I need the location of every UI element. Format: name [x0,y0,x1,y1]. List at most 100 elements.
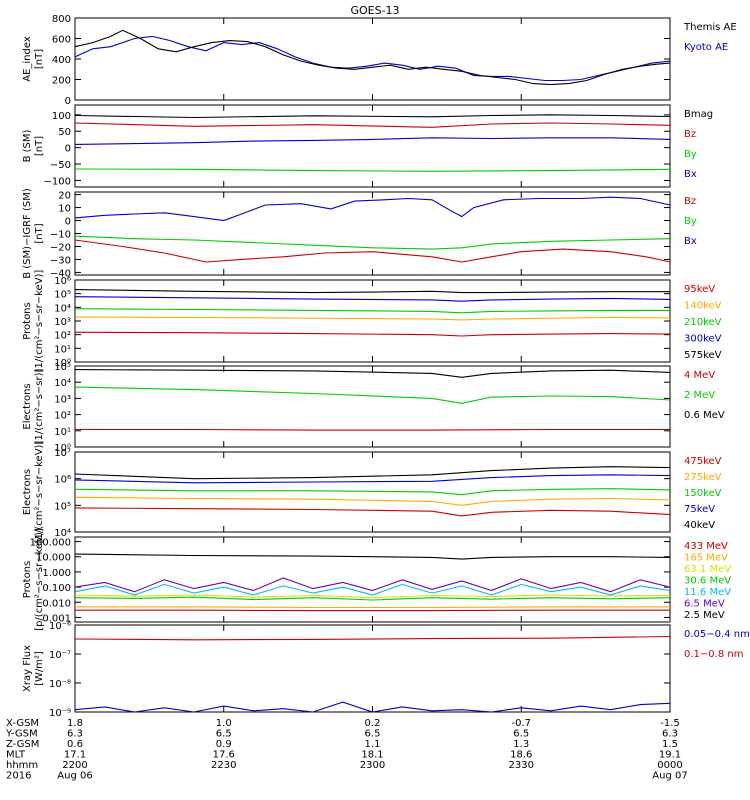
series-line-protons_mev-1 [74,296,671,302]
x-axis-value: -1.5 [660,718,680,729]
series-line-protons_mev-4 [74,331,671,337]
y-tick-label: 10⁻⁶ [49,621,71,632]
y-tick-label: 10.000 [36,553,71,564]
x-axis-value: -0.7 [511,718,531,729]
series-line-protons_mev-2 [74,308,670,314]
y-tick-label: 10⁴ [54,378,71,389]
x-axis-value: 0.6 [67,739,83,750]
y-tick-label: −30 [50,255,71,266]
panel-electrons_mev: 10⁰ 10¹ 10² 10³ 10⁴ 10⁵ Electrons [1/(cm²−s−sr)… [22,362,725,454]
legend-entry: 75keV [684,504,715,515]
x-axis-value: 6.3 [662,729,678,740]
y-tick-label: 10⁻⁸ [49,679,71,690]
panel-bigrf: −40 −30 −20−10 0 10 20 B (SM)−IGRF (SM) [nT] Bz B… [22,188,697,279]
series-line-xray-1 [74,701,671,713]
panel-bsm: −100 −50 0 50 100 B (SM) [nT] Bmag Bz By Bx [22,104,713,188]
y-axis-label: [nT] [34,49,45,69]
series-line-electrons_mev-0 [74,369,671,378]
legend-entry: 165 MeV [684,553,728,564]
legend-entry: 210keV [684,317,722,328]
y-tick-label: 10¹ [54,427,71,438]
legend-entry: Bz [684,129,696,140]
y-tick-label: 1.000 [42,568,71,579]
y-axis-label: [1/(cm²−s−sr)] [34,368,45,444]
series-line-electrons_kev-2 [74,488,671,496]
y-tick-label: 10⁵ [54,501,71,512]
legend-entry: Themis AE [683,22,737,33]
y-axis-label: [W/m²] [34,651,45,686]
y-tick-label: 200 [52,76,71,87]
y-tick-label: −50 [50,160,71,171]
series-line-protons_ev-3 [74,596,671,601]
y-tick-label: 10² [54,411,71,422]
panel-ae: 0 200 400 600 800 AE_index [nT] Themis AE Kyoto … [22,14,737,107]
series-line-protons_ev-5 [75,606,670,609]
x-axis-value: 2300 [360,760,385,771]
x-axis-value: 1.5 [662,739,678,750]
series-line-bsm-0 [74,137,671,145]
y-axis-label: B (SM) [22,129,33,162]
panel-protons_ev: 0.001 0.010 0.100 1.000 10.000 100.000 Protons… [22,528,731,631]
panel-frame [74,451,671,533]
y-tick-label: 10⁵ [54,290,71,301]
series-line-electrons_mev-1 [74,386,671,404]
y-tick-label: 600 [52,35,71,46]
x-axis-row-label: Y-GSM [5,729,38,740]
legend-entry: 95keV [684,284,715,295]
y-tick-label: 800 [52,14,71,25]
series-line-electrons_mev-2 [75,428,670,431]
y-tick-label: −40 [50,268,71,279]
panel-frame [74,365,671,448]
legend-entry: By [684,149,697,160]
y-tick-label: 0.001 [42,613,71,624]
legend-entry: 575keV [684,350,722,361]
y-tick-label: 10² [54,331,71,342]
legend-entry: 0.6 MeV [684,410,725,421]
x-axis-value: 1.0 [216,718,232,729]
legend-entry: Bx [684,169,697,180]
y-tick-label: 10⁻⁷ [49,650,71,661]
legend-entry: Bx [684,236,697,247]
y-tick-label: 0.010 [42,598,71,609]
legend-entry: 475keV [684,456,722,467]
y-tick-label: 10⁶ [54,276,71,287]
legend-entry: 433 MeV [684,541,728,552]
y-tick-label: 0 [65,96,71,107]
y-tick-label: 10⁰ [54,358,71,369]
legend-entry: Kyoto AE [684,42,728,53]
panel-frame [74,17,671,101]
x-axis-value: 6.5 [216,729,232,740]
series-line-ae-1 [74,29,671,86]
legend-entry: 150keV [684,488,722,499]
x-axis-value: 0000 [657,760,682,771]
y-axis-label: Electrons [22,383,33,429]
series-line-bsm-3 [74,114,671,119]
x-axis-value: 17.1 [64,750,86,761]
series-line-electrons_kev-1 [74,474,671,484]
y-tick-label: 10¹ [54,344,71,355]
y-axis-label: AE_index [22,36,33,82]
x-axis-row-label: MLT [6,750,26,761]
x-axis-value: 0.9 [216,739,232,750]
series-line-protons_ev-1 [74,577,671,593]
y-tick-label: 10⁻⁹ [49,708,71,719]
legend-entry: 300keV [684,334,722,345]
y-axis-label: [1/(cm²−s−sr−keV)] [34,441,45,544]
y-axis-label: [p/(cm²−s−sr−keV)] [34,528,45,631]
y-tick-label: 10⁶ [54,475,71,486]
legend-entry: 0.1−0.8 nm [684,649,743,660]
legend-entry: 2.5 MeV [684,610,725,621]
y-axis-label: [nT] [34,136,45,156]
series-line-bigrf-1 [74,235,671,250]
legend-entry: 30.6 MeV [684,576,731,587]
series-line-bsm-2 [74,122,671,128]
y-tick-label: 10⁰ [54,443,71,454]
panel-protons_mev: 10⁰ 10¹ 10² 10³ 10⁴ 10⁵ 10⁶ Protons [1/(cm²−s−sr… [22,270,722,373]
y-tick-label: 50 [58,127,71,138]
y-axis-label: B (SM)−IGRF (SM) [22,188,33,279]
x-axis-value: 6.5 [513,729,529,740]
x-axis-value: 18.6 [510,750,532,761]
x-axis-value: 18.1 [361,750,383,761]
